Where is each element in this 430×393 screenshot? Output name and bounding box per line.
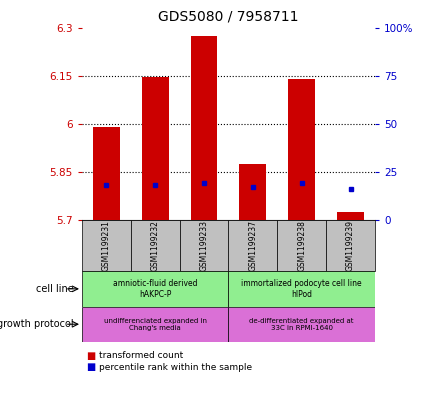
Text: ■: ■: [86, 362, 95, 373]
Text: GSM1199232: GSM1199232: [150, 220, 159, 271]
Bar: [276, 220, 326, 271]
Text: GSM1199237: GSM1199237: [248, 220, 257, 271]
Bar: [82, 271, 228, 307]
Bar: [141, 77, 168, 220]
Bar: [326, 220, 374, 271]
Bar: [288, 79, 314, 220]
Title: GDS5080 / 7958711: GDS5080 / 7958711: [158, 9, 298, 24]
Text: GSM1199233: GSM1199233: [199, 220, 208, 271]
Bar: [228, 271, 374, 307]
Text: de-differentiated expanded at
33C in RPMI-1640: de-differentiated expanded at 33C in RPM…: [249, 318, 353, 331]
Bar: [190, 35, 217, 220]
Bar: [228, 220, 276, 271]
Text: GSM1199238: GSM1199238: [297, 220, 305, 271]
Text: amniotic-fluid derived
hAKPC-P: amniotic-fluid derived hAKPC-P: [113, 279, 197, 299]
Text: GSM1199239: GSM1199239: [345, 220, 354, 271]
Bar: [336, 212, 363, 220]
Bar: [82, 220, 130, 271]
Bar: [179, 220, 228, 271]
Text: immortalized podocyte cell line
hIPod: immortalized podocyte cell line hIPod: [241, 279, 361, 299]
Text: GSM1199231: GSM1199231: [101, 220, 111, 271]
Bar: [130, 220, 179, 271]
Text: growth protocol: growth protocol: [0, 319, 73, 329]
Bar: [82, 307, 228, 342]
Text: cell line: cell line: [35, 284, 73, 294]
Text: undifferenciated expanded in
Chang's media: undifferenciated expanded in Chang's med…: [104, 318, 206, 331]
Text: percentile rank within the sample: percentile rank within the sample: [99, 363, 252, 372]
Bar: [92, 127, 120, 220]
Bar: [239, 164, 266, 220]
Text: transformed count: transformed count: [99, 351, 183, 360]
Text: ■: ■: [86, 351, 95, 361]
Bar: [228, 307, 374, 342]
